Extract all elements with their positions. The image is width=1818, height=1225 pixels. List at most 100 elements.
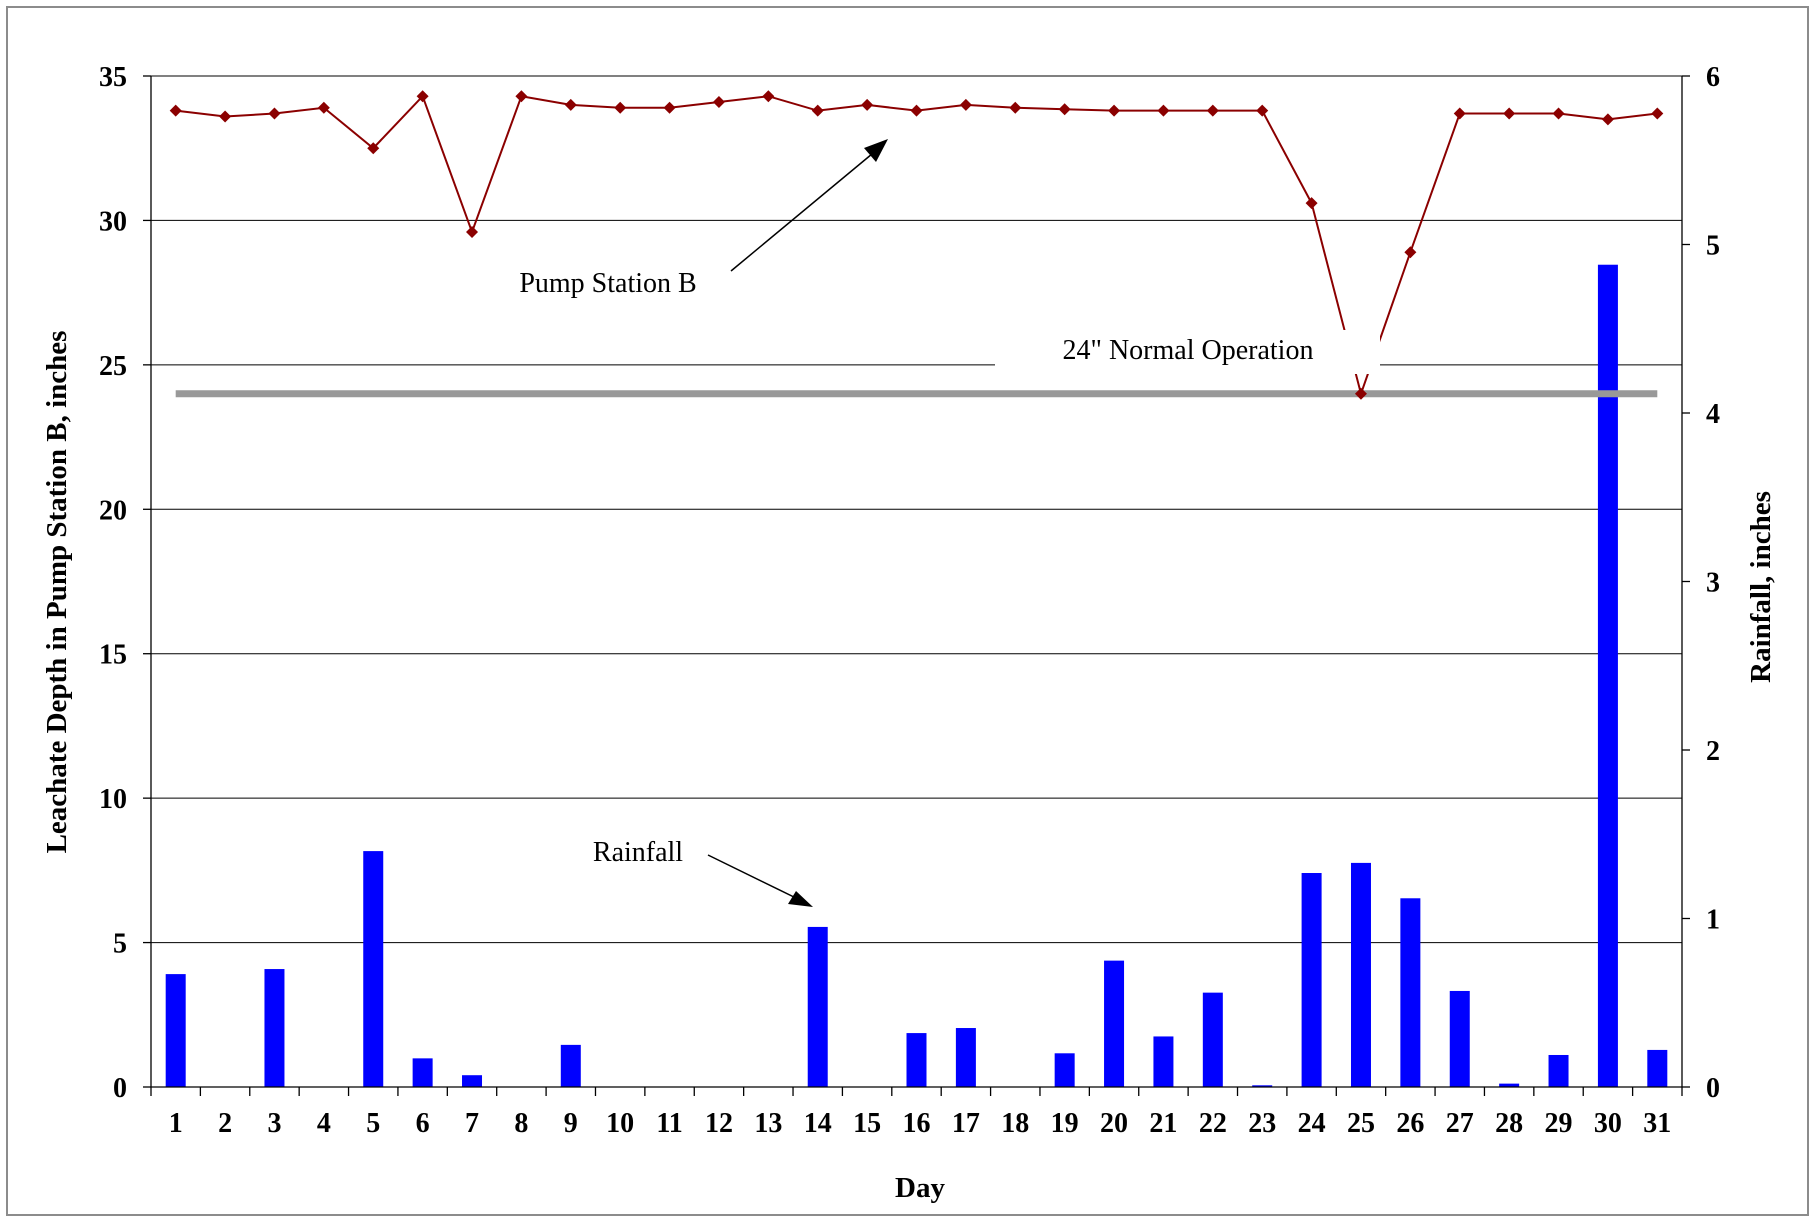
reference-label: 24" Normal Operation [1063, 335, 1314, 366]
x-tick-label: 29 [1545, 1108, 1573, 1139]
y-left-tick-label: 15 [99, 640, 127, 671]
y-left-tick-label: 0 [113, 1073, 127, 1104]
pump-station-point [1503, 107, 1516, 120]
pump-station-point [959, 98, 972, 111]
rainfall-bar [1499, 1083, 1520, 1087]
pump-station-point [861, 98, 874, 111]
annotation-rainfall-arrow-line [707, 854, 801, 901]
x-tick-label: 31 [1643, 1108, 1671, 1139]
x-tick-label: 19 [1051, 1108, 1079, 1139]
x-tick-label: 26 [1396, 1108, 1424, 1139]
x-tick-label: 17 [952, 1108, 980, 1139]
rainfall-bar [1301, 873, 1322, 1087]
y-right-tick-label: 6 [1706, 62, 1720, 93]
x-tick-label: 6 [416, 1108, 430, 1139]
pump-station-point [1108, 104, 1121, 117]
x-tick-label: 2 [218, 1108, 232, 1139]
annotations: 24" Normal Operation Pump Station B Rainfa… [519, 139, 1380, 907]
annotation-pump-arrow-line [730, 148, 879, 272]
y-left-tick-label: 10 [99, 784, 127, 815]
pump-station-point [910, 104, 923, 117]
annotation-pump-arrowhead [864, 139, 888, 162]
x-tick-label: 22 [1199, 1108, 1227, 1139]
y-left-tick-label: 35 [99, 62, 127, 93]
rainfall-bar [1597, 264, 1618, 1088]
y-axis-left-title: Leachate Depth in Pump Station B, inches [41, 331, 73, 854]
x-tick-label: 24 [1298, 1108, 1326, 1139]
rainfall-bar [1647, 1049, 1668, 1087]
pump-station-point [811, 104, 824, 117]
x-tick-label: 11 [656, 1108, 682, 1139]
annotation-rainfall-arrowhead [788, 891, 813, 907]
annotation-rainfall: Rainfall [593, 837, 683, 868]
pump-station-point [268, 107, 281, 120]
rainfall-bar [1400, 898, 1421, 1087]
gridlines [151, 75, 1682, 944]
x-tick-label: 10 [606, 1108, 634, 1139]
rainfall-bar [264, 969, 285, 1087]
rainfall-bar [363, 851, 384, 1087]
x-tick-label: 20 [1100, 1108, 1128, 1139]
annotation-pump-station: Pump Station B [519, 268, 696, 299]
x-tick-label: 30 [1594, 1108, 1622, 1139]
pump-station-point [1354, 387, 1367, 400]
pump-station-b-series [169, 90, 1664, 400]
rainfall-bar [1252, 1085, 1273, 1087]
x-tick-label: 14 [804, 1108, 832, 1139]
pump-station-point [762, 90, 775, 103]
x-axis-title: Day [895, 1172, 945, 1204]
pump-station-point [663, 101, 676, 114]
rainfall-bar [807, 926, 828, 1087]
x-tick-label: 12 [705, 1108, 733, 1139]
pump-station-point [1601, 113, 1614, 126]
x-tick-label: 1 [169, 1108, 183, 1139]
rainfall-bar [1350, 862, 1371, 1087]
y-right-tick-label: 0 [1706, 1073, 1720, 1104]
x-tick-label: 15 [853, 1108, 881, 1139]
y-left-tick-label: 25 [99, 351, 127, 382]
x-tick-label: 27 [1446, 1108, 1474, 1139]
pump-station-point [1552, 107, 1565, 120]
pump-station-point [219, 110, 232, 123]
pump-station-point [1305, 197, 1318, 210]
rainfall-bar [1054, 1053, 1075, 1087]
pump-station-point [1206, 104, 1219, 117]
pump-station-line [175, 94, 1658, 398]
reference-label-bg [995, 330, 1380, 374]
rainfall-bar [560, 1044, 581, 1087]
x-tick-label: 23 [1248, 1108, 1276, 1139]
x-tick-label: 16 [903, 1108, 931, 1139]
x-tick-label: 9 [564, 1108, 578, 1139]
rainfall-bar [1104, 960, 1125, 1087]
pump-station-point [416, 90, 429, 103]
pump-station-point [466, 225, 479, 238]
pump-station-point [317, 101, 330, 114]
pump-station-point [169, 104, 182, 117]
pump-station-point [1058, 103, 1071, 116]
x-tick-label: 25 [1347, 1108, 1375, 1139]
y-right-tick-label: 5 [1706, 231, 1720, 262]
x-tick-label: 13 [754, 1108, 782, 1139]
axes [143, 75, 1690, 1096]
x-tick-label: 5 [366, 1108, 380, 1139]
pump-station-point [1651, 107, 1664, 120]
rainfall-bar [165, 974, 186, 1087]
rainfall-bar [412, 1058, 433, 1087]
rainfall-bar [462, 1075, 483, 1087]
pump-station-point [515, 90, 528, 103]
rainfall-bar [1449, 990, 1470, 1087]
x-tick-label: 18 [1001, 1108, 1029, 1139]
y-right-tick-label: 3 [1706, 568, 1720, 599]
pump-station-point [712, 95, 725, 108]
rainfall-bar [1202, 992, 1223, 1087]
x-tick-label: 28 [1495, 1108, 1523, 1139]
y-left-tick-label: 5 [113, 929, 127, 960]
x-tick-label: 21 [1149, 1108, 1177, 1139]
pump-station-point [1453, 107, 1466, 120]
pump-station-point [614, 101, 627, 114]
x-tick-label: 4 [317, 1108, 331, 1139]
pump-station-point [1404, 246, 1417, 259]
pump-station-point [367, 142, 380, 155]
y-left-tick-label: 20 [99, 495, 127, 526]
chart-frame [6, 6, 1809, 1216]
